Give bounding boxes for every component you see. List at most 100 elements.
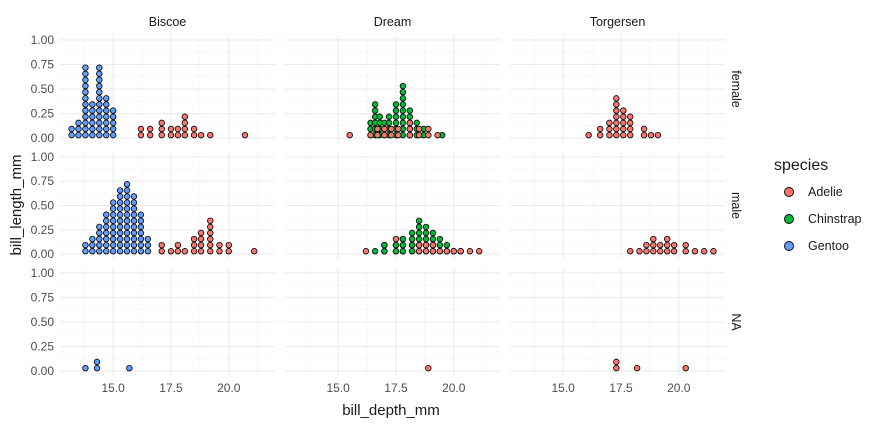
dot-adelie bbox=[388, 125, 395, 133]
dot-adelie bbox=[613, 101, 620, 108]
y-tick-label: 0.00 bbox=[31, 364, 55, 378]
dot-chinstrap bbox=[399, 113, 407, 120]
dot-adelie bbox=[682, 241, 689, 249]
dot-adelie bbox=[670, 241, 678, 249]
dot-gentoo bbox=[96, 131, 103, 139]
dot-adelie bbox=[158, 125, 165, 133]
y-tick-label: 0.75 bbox=[31, 57, 55, 71]
dot-adelie bbox=[406, 131, 414, 139]
dot-gentoo bbox=[89, 107, 96, 114]
dot-adelie bbox=[181, 119, 189, 127]
dot-gentoo bbox=[82, 119, 89, 127]
dot-gentoo bbox=[96, 88, 103, 96]
dot-adelie bbox=[627, 113, 634, 120]
dot-chinstrap bbox=[399, 248, 407, 255]
dot-adelie bbox=[415, 241, 423, 249]
dot-adelie bbox=[640, 131, 648, 139]
dot-adelie bbox=[158, 241, 165, 249]
dot-gentoo bbox=[82, 131, 89, 139]
dot-adelie bbox=[691, 248, 699, 255]
dot-gentoo bbox=[89, 125, 96, 133]
dot-gentoo bbox=[126, 364, 133, 372]
dot-adelie bbox=[197, 248, 205, 255]
dot-adelie bbox=[466, 248, 474, 255]
dot-adelie bbox=[640, 125, 648, 133]
legend-title: species bbox=[774, 157, 828, 174]
dot-adelie bbox=[613, 125, 620, 133]
dot-adelie bbox=[422, 241, 430, 249]
dot-adelie bbox=[620, 131, 627, 139]
dot-adelie bbox=[425, 125, 432, 133]
dot-chinstrap bbox=[399, 101, 407, 108]
dot-adelie bbox=[181, 125, 189, 133]
x-tick-label: 15.0 bbox=[101, 381, 125, 395]
dot-adelie bbox=[207, 217, 214, 225]
dot-adelie bbox=[475, 248, 483, 255]
dot-chinstrap bbox=[408, 229, 416, 237]
dot-adelie bbox=[613, 358, 620, 366]
dot-gentoo bbox=[103, 107, 110, 114]
dot-chinstrap bbox=[415, 223, 423, 231]
dot-chinstrap bbox=[399, 95, 407, 102]
y-tick-label: 0.75 bbox=[31, 290, 55, 304]
dot-gentoo bbox=[123, 223, 131, 231]
strip-label-torgersen: Torgersen bbox=[590, 15, 646, 29]
dot-chinstrap bbox=[399, 235, 407, 243]
dot-adelie bbox=[174, 131, 182, 139]
dot-gentoo bbox=[103, 248, 110, 255]
panel-dream-female bbox=[285, 35, 500, 143]
legend-key-adelie bbox=[784, 187, 794, 197]
dot-gentoo bbox=[137, 217, 145, 225]
dot-gentoo bbox=[109, 217, 117, 225]
dot-adelie bbox=[425, 364, 432, 372]
dot-gentoo bbox=[75, 131, 82, 139]
dot-adelie bbox=[627, 248, 634, 255]
strip-label-female: female bbox=[729, 70, 743, 108]
dot-adelie bbox=[613, 95, 620, 102]
dot-adelie bbox=[167, 248, 175, 255]
dot-gentoo bbox=[130, 223, 138, 231]
dot-gentoo bbox=[123, 235, 131, 243]
dot-gentoo bbox=[82, 70, 89, 77]
dot-adelie bbox=[158, 248, 165, 255]
dot-gentoo bbox=[130, 248, 138, 255]
dot-gentoo bbox=[103, 241, 110, 249]
dot-gentoo bbox=[109, 229, 117, 237]
dot-adelie bbox=[682, 248, 689, 255]
dot-gentoo bbox=[109, 248, 117, 255]
dot-adelie bbox=[216, 241, 223, 249]
dot-gentoo bbox=[103, 217, 110, 225]
dot-gentoo bbox=[137, 211, 145, 218]
dot-gentoo bbox=[116, 199, 124, 206]
dot-gentoo bbox=[103, 131, 110, 139]
dot-gentoo bbox=[109, 125, 117, 133]
dot-adelie bbox=[429, 248, 437, 255]
dot-adelie bbox=[647, 131, 655, 139]
dot-chinstrap bbox=[385, 113, 393, 120]
dot-gentoo bbox=[96, 241, 103, 249]
dot-gentoo bbox=[123, 248, 131, 255]
dot-adelie bbox=[146, 131, 154, 139]
dot-gentoo bbox=[123, 193, 131, 200]
dot-gentoo bbox=[116, 187, 124, 194]
dot-gentoo bbox=[93, 358, 101, 366]
dot-gentoo bbox=[96, 235, 103, 243]
dot-gentoo bbox=[137, 241, 145, 249]
dot-chinstrap bbox=[406, 107, 414, 114]
dot-adelie bbox=[654, 131, 662, 139]
dot-gentoo bbox=[130, 235, 138, 243]
dot-gentoo bbox=[109, 113, 117, 120]
legend-label-gentoo: Gentoo bbox=[808, 239, 849, 253]
panel-dream-male bbox=[285, 152, 500, 259]
dot-adelie bbox=[457, 248, 464, 255]
dot-adelie bbox=[146, 125, 154, 133]
x-axis-title: bill_depth_mm bbox=[342, 402, 440, 419]
dot-adelie bbox=[174, 125, 182, 133]
dot-adelie bbox=[596, 131, 604, 139]
y-tick-label: 0.00 bbox=[31, 131, 55, 145]
dot-adelie bbox=[650, 248, 657, 255]
dot-adelie bbox=[174, 248, 182, 255]
dot-adelie bbox=[613, 113, 620, 120]
dot-gentoo bbox=[144, 235, 152, 243]
